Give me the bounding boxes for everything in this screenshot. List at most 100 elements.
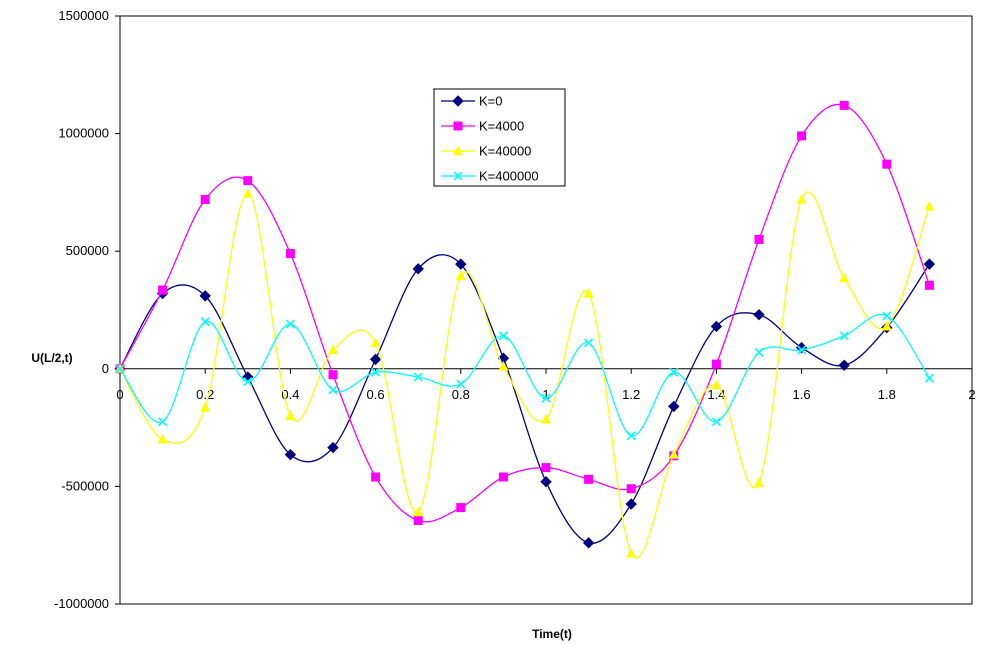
legend-box	[433, 88, 566, 187]
data-point	[328, 344, 338, 354]
data-point	[285, 410, 296, 420]
data-point	[711, 359, 721, 369]
y-tick-label: 500000	[66, 243, 109, 258]
data-point	[369, 353, 382, 366]
legend-marker	[453, 145, 463, 155]
data-point	[158, 417, 168, 427]
legend-label: K=0	[479, 94, 503, 109]
data-point	[924, 280, 934, 290]
legend-marker	[453, 171, 463, 181]
data-point	[285, 249, 295, 259]
data-point	[796, 193, 807, 204]
data-point	[284, 448, 297, 461]
series-line	[119, 191, 931, 559]
data-point	[838, 359, 850, 371]
data-point	[370, 337, 381, 347]
x-tick-label: 2	[968, 387, 975, 402]
x-tick-label: 1.8	[878, 387, 896, 402]
data-point	[413, 506, 424, 517]
x-tick-label: 0.4	[281, 387, 299, 402]
data-point	[413, 516, 423, 526]
data-point	[923, 258, 936, 270]
x-tick-label: 1.6	[793, 387, 811, 402]
data-point	[626, 484, 636, 494]
data-point	[200, 317, 210, 327]
legend-entry: K=0	[441, 94, 503, 109]
data-point	[881, 320, 892, 331]
data-point	[584, 338, 594, 348]
y-tick-label: 0	[102, 361, 109, 376]
data-point	[455, 258, 467, 270]
x-tick-label: 0.6	[367, 387, 385, 402]
legend-entry: K=400000	[441, 169, 539, 184]
data-point	[200, 194, 210, 204]
data-point	[498, 360, 509, 371]
data-point	[328, 385, 338, 395]
data-point	[541, 463, 551, 473]
data-point	[243, 377, 253, 387]
data-point	[285, 319, 295, 329]
data-point	[754, 477, 764, 487]
x-tick-label: 0.2	[196, 387, 214, 402]
data-point	[753, 308, 765, 321]
data-point	[582, 537, 595, 549]
data-point	[541, 393, 551, 403]
data-point	[371, 472, 381, 482]
data-point	[882, 159, 892, 169]
legend-marker	[453, 121, 463, 131]
data-point	[626, 547, 637, 558]
data-point	[839, 100, 849, 110]
data-point	[243, 176, 253, 186]
legend: K=0 K=4000 K=40000 K=400000	[433, 88, 566, 187]
y-axis-ticks: -1000000 -500000 0 500000 1000000 1500000	[54, 8, 120, 611]
data-point	[754, 234, 764, 244]
legend-label: K=40000	[479, 144, 531, 159]
data-point	[455, 270, 466, 280]
data-point	[157, 433, 168, 444]
data-point	[669, 367, 679, 377]
data-point	[158, 285, 168, 295]
y-tick-label: -1000000	[54, 596, 109, 611]
legend-entry: K=4000	[441, 119, 524, 134]
data-point	[839, 272, 850, 283]
data-point	[199, 290, 211, 302]
y-tick-label: 1500000	[58, 8, 109, 23]
data-point	[710, 320, 723, 333]
data-point	[754, 347, 764, 357]
data-point	[797, 131, 807, 141]
data-point	[327, 441, 339, 454]
data-point	[924, 373, 934, 383]
series-layer	[114, 100, 936, 559]
x-tick-label: 1.2	[622, 387, 640, 402]
y-axis-title: U(L/2,t)	[31, 351, 72, 365]
x-tick-label: 1	[542, 387, 549, 402]
data-point	[882, 311, 892, 321]
data-point	[711, 379, 722, 390]
data-point	[498, 331, 508, 341]
data-point	[115, 364, 125, 374]
series-k-40000	[115, 188, 935, 559]
data-point	[242, 188, 253, 198]
data-point	[584, 474, 594, 484]
data-point	[924, 201, 935, 211]
data-point	[456, 379, 466, 389]
legend-label: K=400000	[479, 169, 539, 184]
data-point	[456, 503, 466, 513]
y-tick-label: 1000000	[58, 126, 109, 141]
legend-label: K=4000	[479, 119, 524, 134]
data-point	[797, 345, 807, 355]
data-point	[839, 331, 849, 341]
data-point	[371, 367, 381, 377]
data-point	[540, 475, 552, 488]
x-axis-title: Time(t)	[532, 627, 572, 641]
x-tick-label: 0	[116, 387, 123, 402]
data-point	[625, 498, 637, 510]
data-point	[200, 402, 211, 412]
data-point	[412, 263, 424, 275]
data-point	[498, 472, 508, 482]
data-point	[626, 431, 636, 441]
data-point	[583, 288, 594, 298]
data-point	[668, 449, 679, 459]
legend-entry: K=40000	[441, 144, 531, 159]
